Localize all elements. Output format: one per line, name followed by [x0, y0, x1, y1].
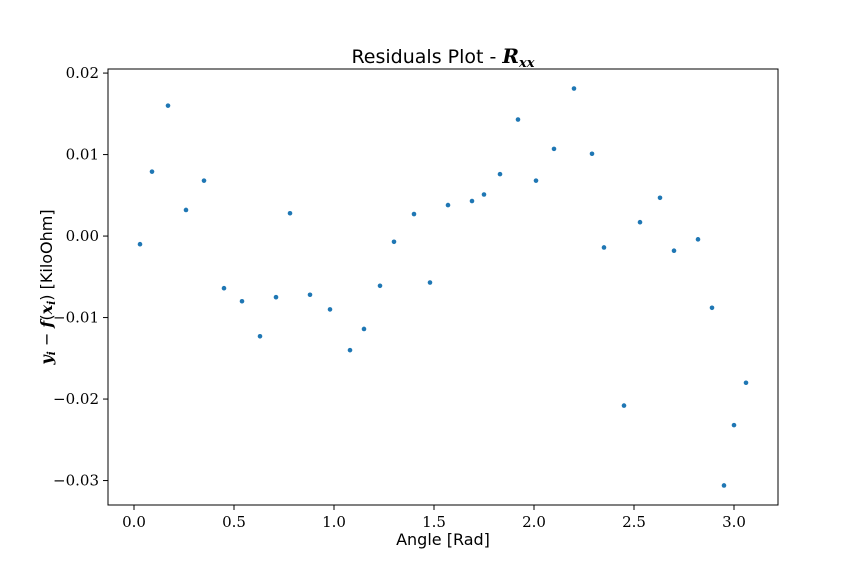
y-axis-label: yi − f(xi) [KiloOhm]	[37, 209, 58, 365]
data-point	[695, 237, 701, 242]
y-axis-label-sub-i: i	[45, 351, 58, 355]
data-point	[391, 239, 397, 245]
data-point	[621, 403, 627, 408]
data-point	[307, 292, 313, 298]
x-axis-label: Angle [Rad]	[396, 530, 490, 549]
y-tick-label: −0.02	[53, 390, 99, 408]
data-point	[257, 334, 263, 339]
data-point	[601, 245, 607, 250]
data-point	[149, 169, 155, 174]
data-point	[427, 280, 433, 285]
x-axis-ticks: 0.0 0.5 1.0 1.5 2.0 2.5 3.0	[122, 505, 746, 531]
y-axis-label-open-paren: (	[37, 314, 56, 320]
y-axis-label-unit: [KiloOhm]	[37, 209, 56, 294]
y-tick-label: 0.01	[66, 146, 99, 164]
data-point	[239, 298, 245, 304]
data-point	[201, 178, 207, 183]
x-tick-label: 2.0	[522, 513, 546, 531]
chart-title-subscript: xx	[518, 56, 535, 71]
data-point	[469, 198, 475, 204]
y-axis-label-y: y	[37, 354, 56, 366]
data-point	[347, 347, 353, 353]
x-tick-label: 3.0	[722, 513, 746, 531]
y-axis-ticks: −0.03 −0.02 −0.01 0.00 0.01 0.02	[53, 64, 108, 490]
x-tick-label: 1.5	[422, 513, 446, 531]
data-point	[273, 294, 279, 300]
x-tick-label: 2.5	[622, 513, 646, 531]
data-point	[361, 326, 367, 332]
data-point	[589, 151, 595, 157]
data-point	[671, 248, 677, 254]
data-point	[515, 117, 521, 122]
y-tick-label: 0.02	[66, 64, 99, 82]
data-point	[411, 211, 417, 217]
data-point	[287, 210, 293, 216]
data-point	[481, 192, 487, 197]
data-point	[743, 380, 749, 386]
y-axis-label-close-paren: )	[37, 294, 56, 300]
data-point	[571, 86, 577, 91]
data-point	[327, 307, 333, 312]
data-point	[221, 285, 227, 291]
x-tick-label: 0.5	[222, 513, 246, 531]
data-point	[377, 283, 383, 289]
data-point	[183, 207, 189, 213]
y-axis-label-minus: −	[37, 328, 56, 352]
scatter-points	[137, 86, 749, 488]
data-point	[445, 202, 451, 208]
data-point	[533, 178, 539, 183]
y-tick-label: 0.00	[66, 227, 99, 245]
data-point	[137, 241, 143, 247]
y-axis-label-f: f	[37, 318, 56, 329]
x-tick-label: 0.0	[122, 513, 146, 531]
data-point	[497, 171, 503, 177]
data-point	[721, 483, 727, 488]
y-axis-label-sub-i-2: i	[45, 301, 58, 305]
data-point	[731, 422, 737, 428]
x-tick-label: 1.0	[322, 513, 346, 531]
chart-title: Residuals Plot - Rxx	[351, 44, 534, 71]
plot-area-frame	[107, 68, 779, 506]
data-point	[551, 146, 557, 152]
data-point	[657, 195, 663, 201]
data-point	[709, 305, 715, 311]
y-tick-label: −0.03	[53, 472, 99, 490]
y-tick-label: −0.01	[53, 309, 99, 327]
chart-title-symbol: R	[501, 44, 519, 68]
data-point	[165, 103, 171, 108]
chart-title-text: Residuals Plot -	[351, 46, 502, 68]
y-axis-label-x: x	[37, 304, 56, 315]
data-point	[637, 219, 643, 225]
